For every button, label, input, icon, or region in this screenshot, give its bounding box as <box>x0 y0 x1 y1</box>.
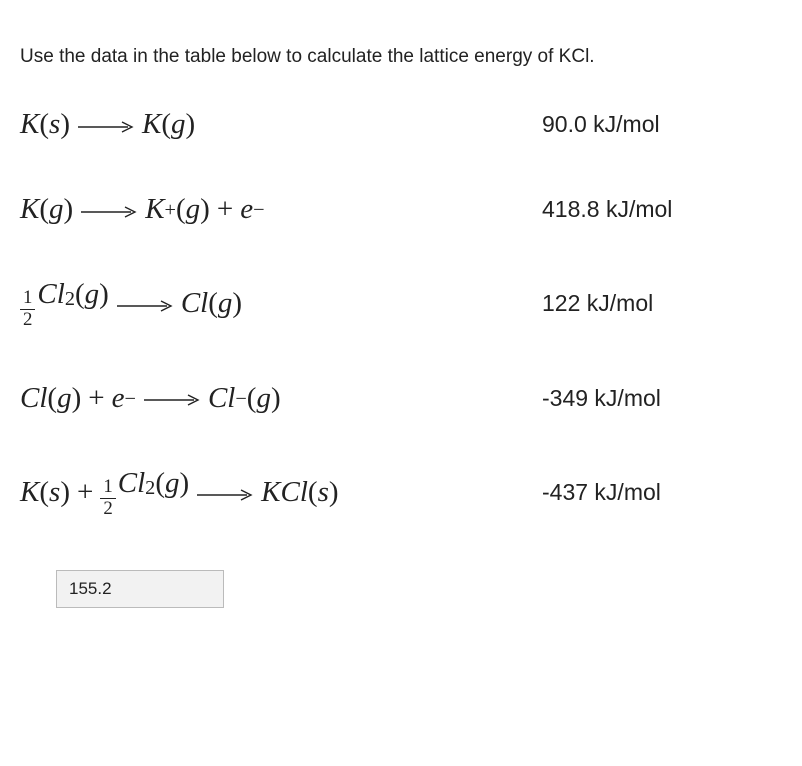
arrow-icon <box>81 195 137 225</box>
question-prompt: Use the data in the table below to calcu… <box>20 46 782 68</box>
equation-term: 12Cl2(g) <box>20 278 109 330</box>
equation-cell: Cl(g)+e− Cl−(g) <box>20 382 542 415</box>
equation-row: Cl(g)+e− Cl−(g) -349 kJ/mol <box>20 382 782 415</box>
equation-row: K(g) K+(g)+e− 418.8 kJ/mol <box>20 193 782 226</box>
energy-value: 418.8 kJ/mol <box>542 196 782 223</box>
arrow-icon <box>78 110 134 140</box>
fraction: 12 <box>20 289 35 330</box>
equation-term: Cl(g) <box>181 287 242 320</box>
equation-term: Cl−(g) <box>208 382 281 415</box>
arrow-icon <box>197 478 253 508</box>
equation-row: K(s)+12Cl2(g) KCl(s) -437 kJ/mol <box>20 467 782 519</box>
equation-cell: K(s)+12Cl2(g) KCl(s) <box>20 467 542 519</box>
equation-term: K(s) <box>20 108 70 141</box>
energy-value: 122 kJ/mol <box>542 290 782 317</box>
equation-term: Cl(g) <box>20 382 81 415</box>
equation-row: 12Cl2(g) Cl(g) 122 kJ/mol <box>20 278 782 330</box>
answer-row <box>56 570 782 608</box>
equation-term: K(g) <box>142 108 195 141</box>
equation-cell: K(g) K+(g)+e− <box>20 193 542 226</box>
equations-table: K(s)K(g)90.0 kJ/molK(g)K+(g)+e−418.8 kJ/… <box>20 108 782 518</box>
equation-term: e− <box>240 193 264 226</box>
plus-sign: + <box>217 193 233 226</box>
equation-term: KCl(s) <box>261 476 338 509</box>
plus-sign: + <box>77 476 93 509</box>
fraction: 12 <box>100 478 115 519</box>
equation-term: K(g) <box>20 193 73 226</box>
equation-term: K+(g) <box>145 193 210 226</box>
equation-term: K(s) <box>20 476 70 509</box>
equation-term: e− <box>112 382 136 415</box>
energy-value: -437 kJ/mol <box>542 479 782 506</box>
equation-term: 12Cl2(g) <box>100 467 189 519</box>
energy-value: 90.0 kJ/mol <box>542 111 782 138</box>
equation-cell: K(s) K(g) <box>20 108 542 141</box>
answer-input[interactable] <box>56 570 224 608</box>
plus-sign: + <box>88 382 104 415</box>
equation-cell: 12Cl2(g) Cl(g) <box>20 278 542 330</box>
arrow-icon <box>117 289 173 319</box>
arrow-icon <box>144 383 200 413</box>
energy-value: -349 kJ/mol <box>542 385 782 412</box>
equation-row: K(s) K(g) 90.0 kJ/mol <box>20 108 782 141</box>
